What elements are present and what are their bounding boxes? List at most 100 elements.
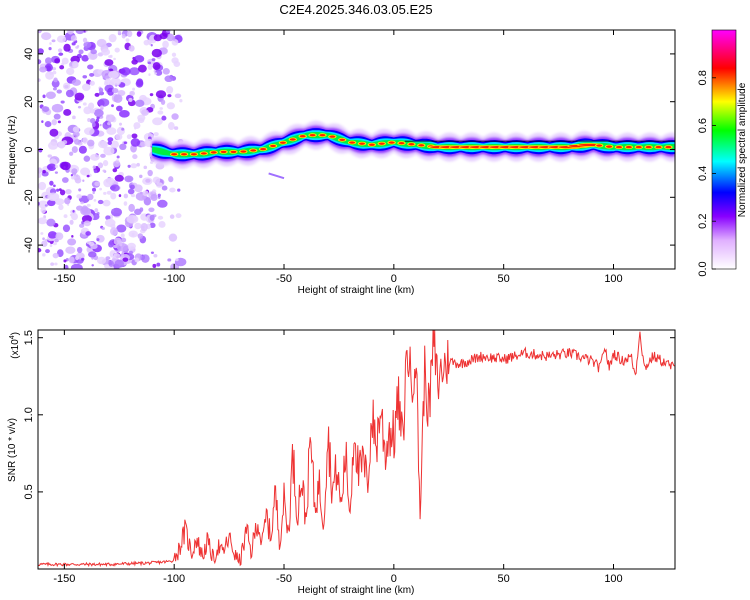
noise-blob bbox=[38, 181, 47, 191]
noise-blob bbox=[118, 109, 130, 118]
noise-blob bbox=[63, 43, 71, 52]
noise-blob bbox=[110, 192, 117, 200]
spectrogram-panel: -150 -100 -50 0 50 100 -40 -20 0 20 40 Height of … bbox=[7, 29, 676, 296]
noise-blob bbox=[114, 47, 120, 53]
noise-blob bbox=[79, 223, 85, 228]
ridge-red-spot bbox=[299, 135, 306, 138]
noise-blob bbox=[53, 77, 58, 83]
noise-blob bbox=[86, 139, 95, 147]
noise-blob bbox=[109, 54, 113, 58]
noise-blob bbox=[82, 137, 88, 144]
noise-blob bbox=[65, 89, 74, 98]
ridge-red-spot bbox=[368, 143, 375, 146]
colorbar-tick-label: 0.0 bbox=[697, 261, 709, 276]
noise-blob bbox=[102, 160, 109, 167]
noise-blob bbox=[65, 258, 69, 262]
noise-blob bbox=[108, 70, 119, 79]
noise-blob bbox=[118, 194, 122, 198]
noise-blob bbox=[117, 30, 121, 34]
noise-blob bbox=[122, 257, 129, 262]
noise-blob bbox=[93, 199, 97, 202]
noise-blob bbox=[41, 120, 44, 123]
ridge-red-spot bbox=[279, 141, 286, 144]
noise-blob bbox=[108, 260, 115, 267]
noise-blob bbox=[53, 184, 56, 188]
noise-blob bbox=[62, 224, 71, 233]
noise-blob bbox=[160, 99, 166, 105]
noise-blob bbox=[74, 92, 85, 101]
noise-blob bbox=[72, 126, 80, 133]
x-tick-label: 50 bbox=[498, 573, 510, 585]
noise-blob bbox=[142, 190, 149, 197]
noise-blob bbox=[106, 190, 112, 195]
noise-blob bbox=[38, 48, 44, 55]
noise-blob bbox=[103, 146, 115, 156]
noise-blob bbox=[51, 119, 57, 126]
noise-blob bbox=[86, 203, 91, 207]
noise-blob bbox=[91, 187, 97, 192]
noise-blob bbox=[45, 57, 52, 65]
noise-blob bbox=[110, 227, 118, 236]
noise-blob bbox=[168, 121, 175, 131]
noise-blob bbox=[153, 132, 159, 137]
noise-blob bbox=[69, 151, 74, 156]
noise-blob bbox=[148, 42, 152, 46]
snr-series-line bbox=[38, 330, 675, 568]
noise-blob bbox=[115, 105, 123, 112]
noise-blob bbox=[81, 215, 92, 223]
colorbar-tick-label: 0.4 bbox=[697, 166, 709, 181]
ridge-red-spot bbox=[250, 149, 257, 152]
noise-blob bbox=[132, 87, 136, 91]
noise-blob bbox=[129, 67, 140, 76]
ridge-red-spot bbox=[398, 141, 405, 145]
noise-blob bbox=[108, 34, 117, 43]
noise-blob bbox=[162, 67, 170, 75]
y-tick-label: -20 bbox=[23, 189, 35, 205]
noise-blob bbox=[49, 128, 59, 137]
noise-blob bbox=[137, 64, 147, 73]
noise-blob bbox=[72, 60, 79, 69]
spectrogram-x-label: Height of straight line (km) bbox=[298, 285, 415, 296]
noise-blob bbox=[139, 174, 143, 179]
ridge-red-spot bbox=[181, 153, 188, 156]
noise-blob bbox=[141, 254, 150, 263]
colorbar-gradient bbox=[711, 29, 737, 270]
noise-blob bbox=[143, 165, 148, 170]
noise-blob bbox=[147, 61, 152, 65]
noise-blob bbox=[66, 67, 75, 76]
noise-blob bbox=[157, 199, 168, 208]
snr-multiplier-label: (x104) bbox=[9, 332, 21, 359]
x-tick-label: 0 bbox=[391, 273, 397, 285]
noise-blob bbox=[169, 214, 175, 219]
noise-blob bbox=[121, 237, 127, 243]
noise-blob bbox=[42, 253, 46, 257]
noise-blob bbox=[78, 145, 87, 154]
noise-blob bbox=[39, 66, 47, 73]
noise-blob bbox=[47, 141, 59, 150]
noise-blob bbox=[148, 73, 151, 76]
noise-blob bbox=[168, 176, 174, 183]
noise-blob bbox=[161, 115, 167, 121]
noise-blob bbox=[152, 62, 161, 70]
noise-blob bbox=[101, 48, 111, 56]
ridge-red-spot bbox=[578, 143, 601, 147]
noise-blob bbox=[97, 199, 104, 205]
noise-blob bbox=[93, 169, 98, 174]
ridge-red-spot bbox=[200, 152, 207, 155]
noise-blob bbox=[156, 262, 161, 267]
noise-blob bbox=[99, 105, 104, 110]
ridge-red-spot bbox=[190, 153, 197, 156]
ridge-stray bbox=[268, 172, 285, 180]
noise-blob bbox=[143, 39, 150, 46]
noise-blob bbox=[71, 235, 74, 238]
noise-blob bbox=[129, 90, 135, 96]
noise-blob bbox=[164, 75, 174, 83]
noise-blob bbox=[150, 251, 155, 254]
noise-blob bbox=[120, 67, 131, 76]
noise-blob bbox=[129, 184, 135, 190]
x-tick-label: -50 bbox=[276, 273, 292, 285]
snr-x-label: Height of straight line (km) bbox=[298, 585, 415, 596]
ridge-red-spot bbox=[378, 142, 385, 145]
noise-blob bbox=[82, 102, 87, 106]
